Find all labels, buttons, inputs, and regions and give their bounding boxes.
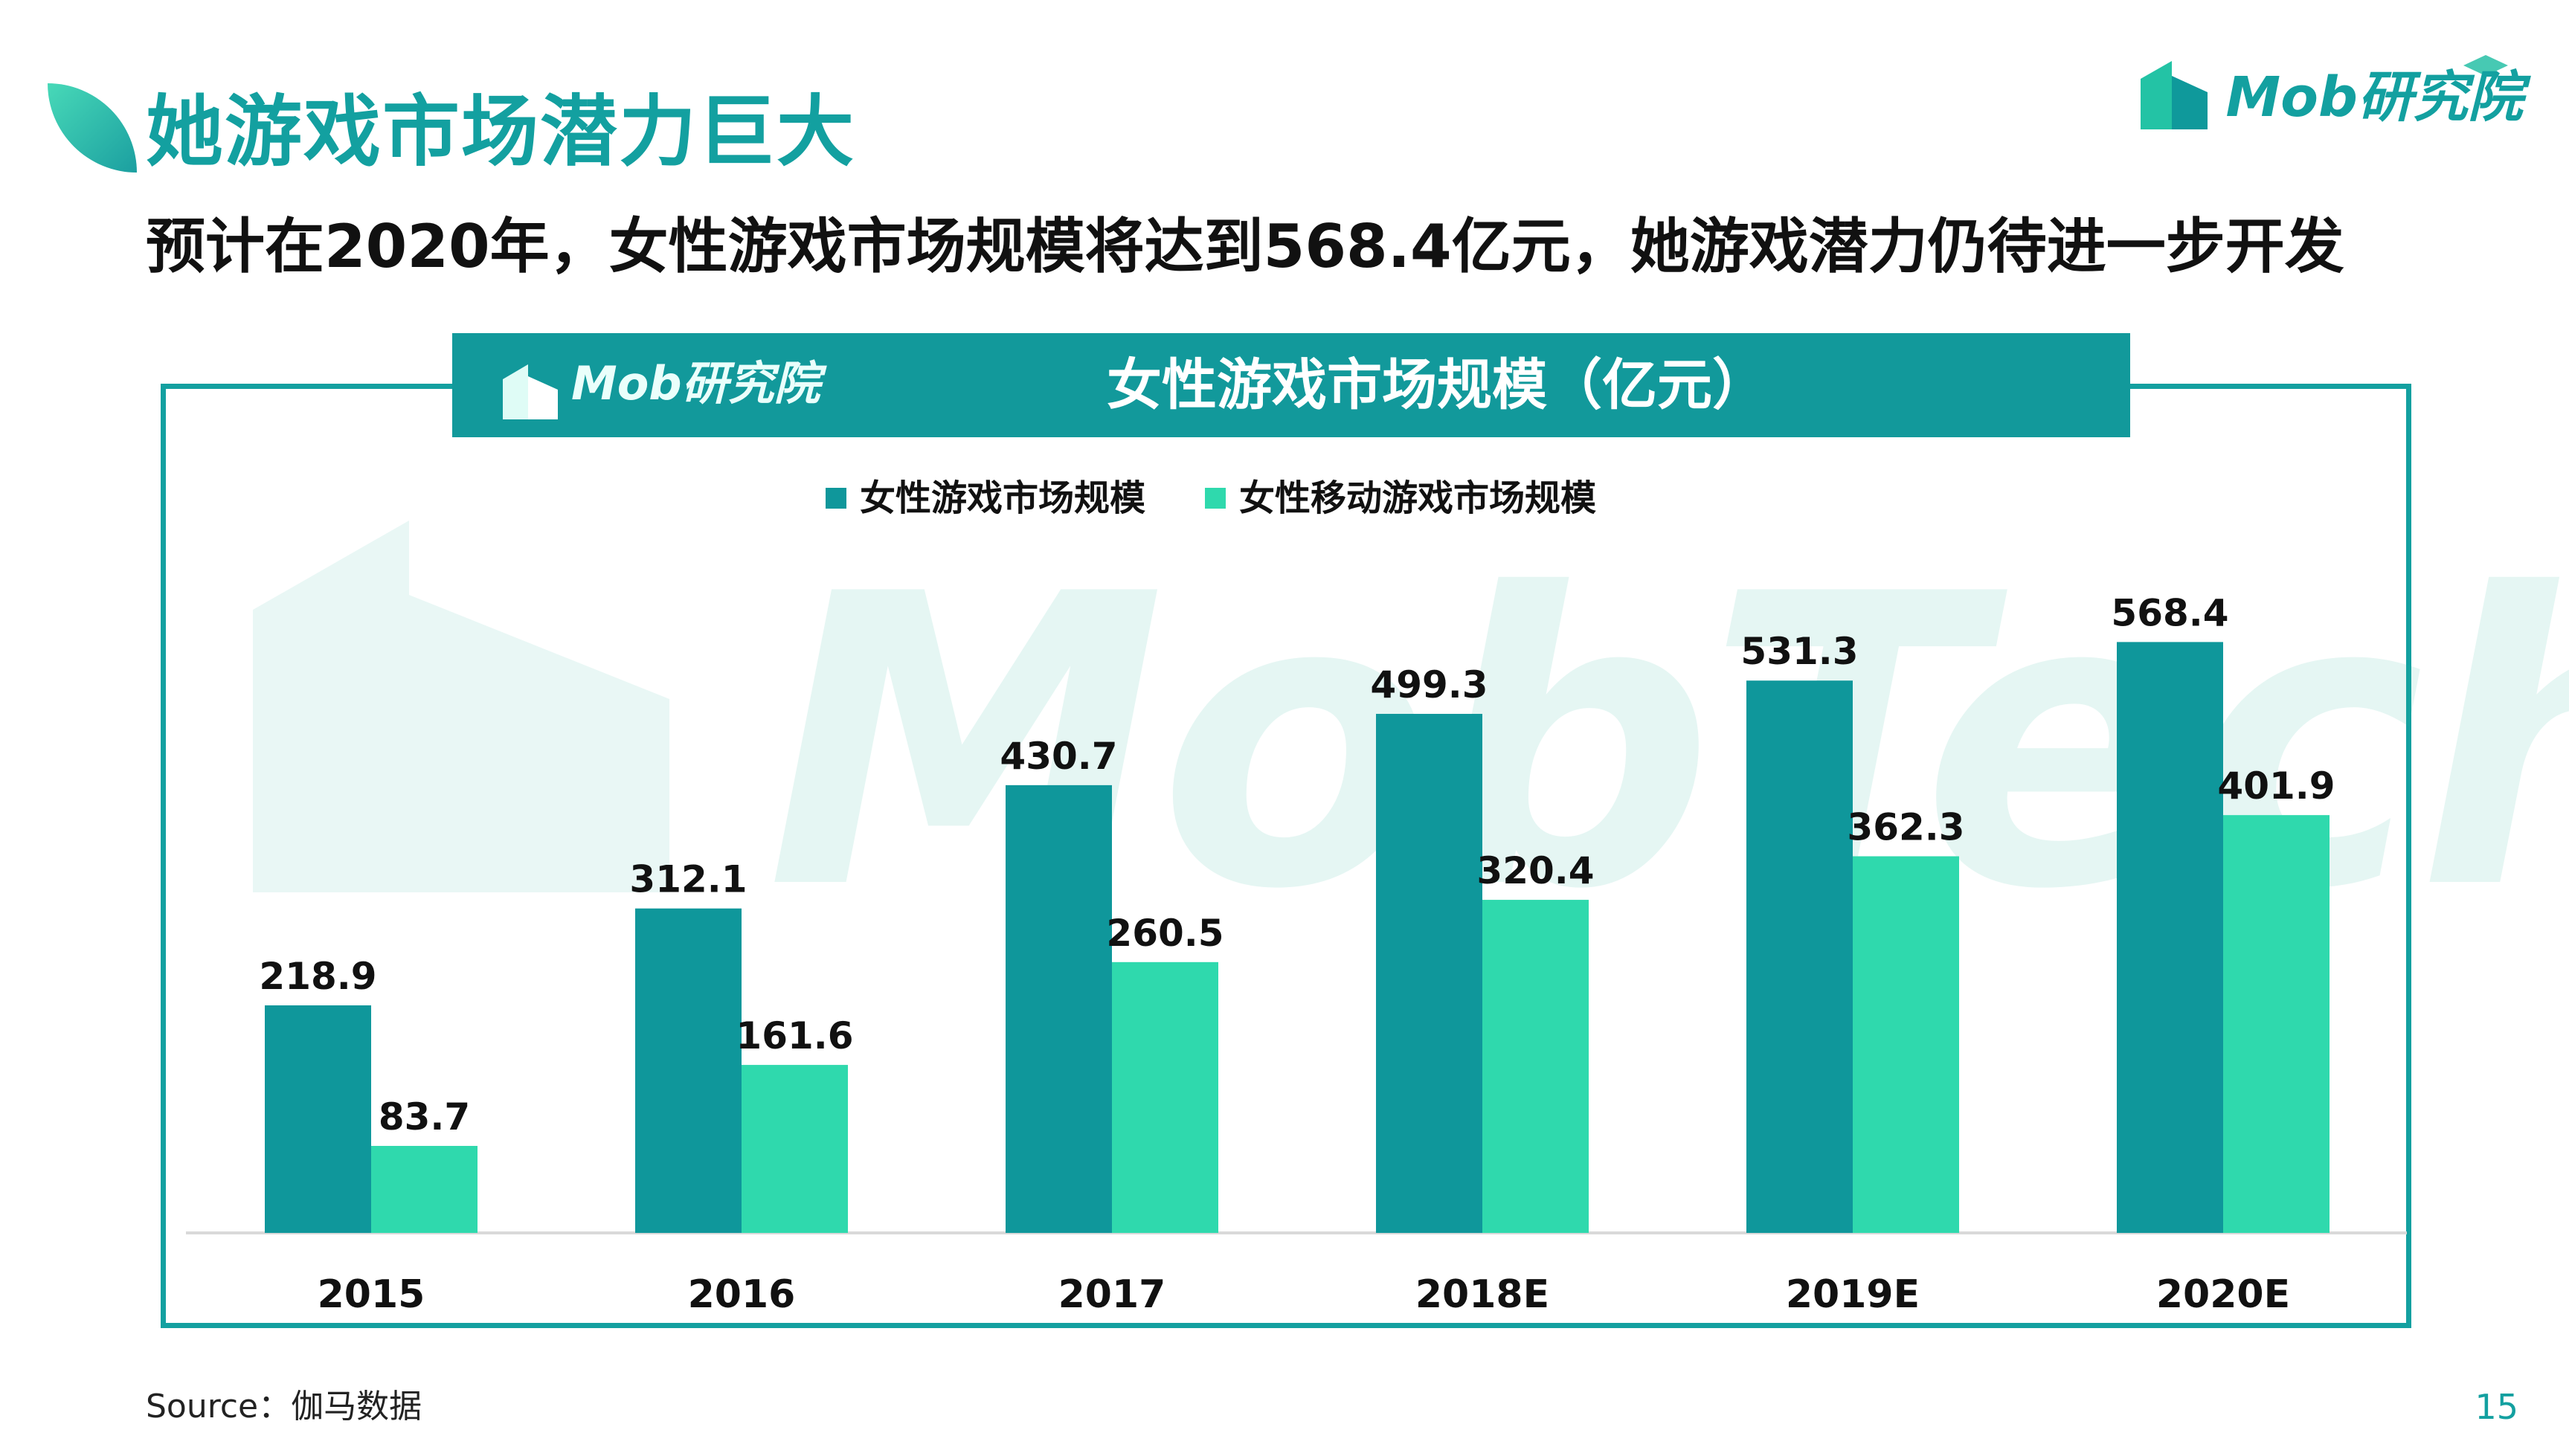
x-tick-label-2017: 2017 [1058,1272,1166,1317]
legend-item-mobile: 女性移动游戏市场规模 [1205,476,1596,521]
bar-mobile-2016 [742,1065,848,1233]
legend-label-mobile: 女性移动游戏市场规模 [1239,477,1597,519]
data-label-mobile-2018E: 320.4 [1476,849,1594,892]
bar-total-2016 [635,908,742,1233]
legend-item-total: 女性游戏市场规模 [826,476,1145,521]
legend-label-total: 女性游戏市场规模 [860,477,1146,519]
watermark-logo-icon [253,521,669,892]
bar-total-2018E [1376,713,1482,1233]
x-tick-label-2016: 2016 [688,1272,796,1317]
chart-legend: 女性游戏市场规模 女性移动游戏市场规模 [826,476,1656,521]
bar-total-2020E [2117,642,2223,1233]
bar-total-2015 [265,1005,371,1233]
legend-swatch-mobile [1205,488,1226,509]
data-label-total-2018E: 499.3 [1370,663,1488,706]
page-title: 她游戏市场潜力巨大 [146,86,856,177]
source-note: Source：伽马数据 [146,1388,422,1426]
chart-title: 女性游戏市场规模（亿元） [1107,353,1767,417]
legend-swatch-total [826,488,846,509]
header-mob-logo-icon [503,364,558,419]
brand-name: Mob研究院 [2225,65,2523,129]
data-label-total-2017: 430.7 [1000,735,1117,778]
data-label-mobile-2019E: 362.3 [1847,806,1964,849]
mob-logo-icon [2141,55,2508,129]
data-label-mobile-2015: 83.7 [379,1095,470,1138]
page-subtitle: 预计在2020年，女性游戏市场规模将达到568.4亿元，她游戏潜力仍待进一步开发 [146,212,2344,281]
bar-mobile-2015 [371,1145,478,1233]
bar-mobile-2018E [1482,900,1589,1233]
bar-mobile-2020E [2223,815,2330,1233]
x-tick-label-2020E: 2020E [2156,1272,2290,1317]
data-label-total-2016: 312.1 [629,858,747,901]
bar-total-2019E [1746,680,1853,1233]
data-label-total-2015: 218.9 [259,955,376,998]
x-tick-label-2018E: 2018E [1415,1272,1549,1317]
x-tick-label-2019E: 2019E [1786,1272,1920,1317]
data-label-mobile-2016: 161.6 [736,1014,853,1057]
data-label-mobile-2020E: 401.9 [2217,764,2335,808]
chart-header: Mob研究院 女性游戏市场规模（亿元） [452,333,2130,437]
page-number: 15 [2475,1387,2518,1427]
bar-mobile-2019E [1853,856,1959,1233]
x-tick-label-2015: 2015 [318,1272,425,1317]
data-label-total-2019E: 531.3 [1740,630,1858,673]
bar-total-2017 [1006,785,1112,1233]
bar-mobile-2017 [1112,961,1218,1233]
header-brand-name: Mob研究院 [571,356,820,410]
data-label-total-2020E: 568.4 [2111,591,2228,634]
data-label-mobile-2017: 260.5 [1106,912,1224,955]
